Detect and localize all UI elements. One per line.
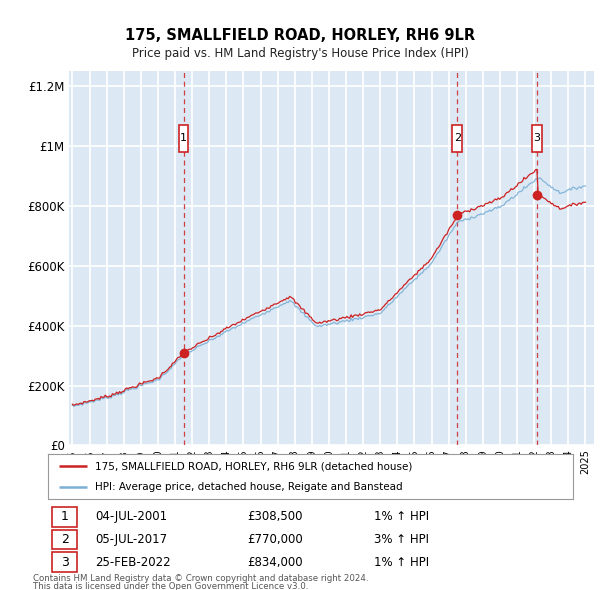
Text: 1% ↑ HPI: 1% ↑ HPI bbox=[373, 556, 428, 569]
Text: £834,000: £834,000 bbox=[248, 556, 303, 569]
Text: 1: 1 bbox=[61, 510, 69, 523]
Text: Price paid vs. HM Land Registry's House Price Index (HPI): Price paid vs. HM Land Registry's House … bbox=[131, 47, 469, 60]
Text: 1: 1 bbox=[180, 133, 187, 143]
Text: 3: 3 bbox=[533, 133, 541, 143]
Text: £308,500: £308,500 bbox=[248, 510, 303, 523]
Text: 05-JUL-2017: 05-JUL-2017 bbox=[95, 533, 167, 546]
Text: Contains HM Land Registry data © Crown copyright and database right 2024.: Contains HM Land Registry data © Crown c… bbox=[33, 574, 368, 584]
Text: This data is licensed under the Open Government Licence v3.0.: This data is licensed under the Open Gov… bbox=[33, 582, 308, 590]
FancyBboxPatch shape bbox=[52, 530, 77, 549]
Text: £770,000: £770,000 bbox=[248, 533, 303, 546]
Text: 04-JUL-2001: 04-JUL-2001 bbox=[95, 510, 167, 523]
FancyBboxPatch shape bbox=[532, 124, 542, 152]
FancyBboxPatch shape bbox=[452, 124, 462, 152]
Text: 175, SMALLFIELD ROAD, HORLEY, RH6 9LR: 175, SMALLFIELD ROAD, HORLEY, RH6 9LR bbox=[125, 28, 475, 43]
FancyBboxPatch shape bbox=[52, 552, 77, 572]
FancyBboxPatch shape bbox=[179, 124, 188, 152]
Text: 2: 2 bbox=[61, 533, 69, 546]
FancyBboxPatch shape bbox=[52, 507, 77, 527]
Text: 3: 3 bbox=[61, 556, 69, 569]
Text: 25-FEB-2022: 25-FEB-2022 bbox=[95, 556, 171, 569]
Text: HPI: Average price, detached house, Reigate and Banstead: HPI: Average price, detached house, Reig… bbox=[95, 481, 403, 491]
Text: 175, SMALLFIELD ROAD, HORLEY, RH6 9LR (detached house): 175, SMALLFIELD ROAD, HORLEY, RH6 9LR (d… bbox=[95, 461, 413, 471]
Text: 3% ↑ HPI: 3% ↑ HPI bbox=[373, 533, 428, 546]
Text: 1% ↑ HPI: 1% ↑ HPI bbox=[373, 510, 428, 523]
Text: 2: 2 bbox=[454, 133, 461, 143]
